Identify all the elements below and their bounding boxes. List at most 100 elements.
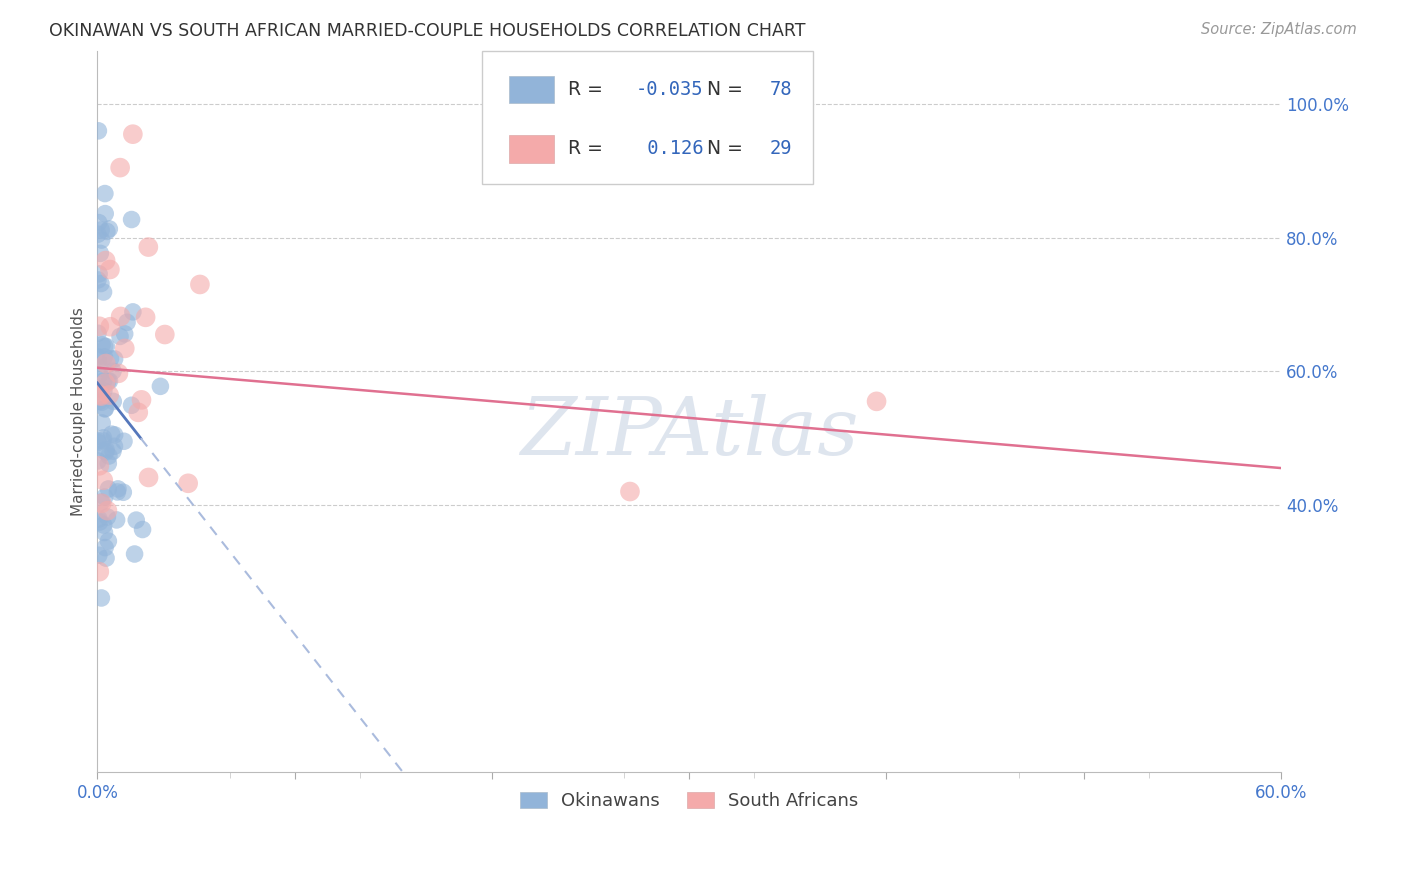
- Point: [89, 394, 111, 409]
- Point: [87, 350, 110, 364]
- Point: [93, 525, 115, 540]
- Point: [98, 319, 121, 334]
- Point: [153, 327, 176, 342]
- Point: [101, 444, 124, 458]
- Text: Source: ZipAtlas.com: Source: ZipAtlas.com: [1201, 22, 1357, 37]
- Point: [112, 485, 135, 500]
- Point: [619, 484, 641, 499]
- Point: [104, 428, 127, 442]
- Point: [87, 227, 110, 242]
- Point: [121, 398, 143, 412]
- Text: R =: R =: [568, 80, 603, 99]
- Text: 78: 78: [769, 80, 792, 99]
- Bar: [509, 76, 554, 103]
- Point: [94, 401, 117, 416]
- Point: [87, 273, 110, 287]
- Text: 0.126: 0.126: [636, 139, 703, 159]
- Point: [94, 186, 117, 201]
- Point: [94, 253, 117, 268]
- Point: [91, 473, 114, 487]
- Point: [90, 233, 112, 247]
- Y-axis label: Married-couple Households: Married-couple Households: [72, 307, 86, 516]
- Point: [87, 326, 110, 341]
- Point: [138, 470, 160, 484]
- Point: [89, 361, 111, 376]
- Point: [131, 523, 153, 537]
- Point: [98, 262, 121, 277]
- Point: [149, 379, 172, 393]
- Point: [105, 513, 128, 527]
- Point: [98, 374, 121, 388]
- Point: [135, 310, 157, 325]
- Point: [90, 496, 112, 510]
- Point: [87, 124, 110, 138]
- Point: [94, 551, 117, 566]
- FancyBboxPatch shape: [482, 51, 814, 184]
- Point: [112, 434, 135, 449]
- Point: [89, 388, 111, 402]
- Point: [93, 339, 115, 353]
- Point: [177, 476, 200, 491]
- Point: [89, 319, 111, 334]
- Point: [127, 405, 149, 419]
- Point: [110, 310, 132, 324]
- Point: [94, 541, 117, 555]
- Point: [89, 368, 111, 383]
- Point: [91, 434, 114, 448]
- Text: 29: 29: [769, 139, 792, 159]
- Point: [100, 427, 122, 442]
- Point: [94, 357, 117, 371]
- Point: [97, 534, 120, 549]
- Point: [93, 401, 115, 416]
- Point: [103, 394, 125, 409]
- Point: [124, 547, 146, 561]
- Point: [87, 548, 110, 562]
- Point: [93, 384, 115, 398]
- Point: [90, 591, 112, 605]
- Text: R =: R =: [568, 139, 603, 159]
- Legend: Okinawans, South Africans: Okinawans, South Africans: [512, 784, 866, 817]
- Text: OKINAWAN VS SOUTH AFRICAN MARRIED-COUPLE HOUSEHOLDS CORRELATION CHART: OKINAWAN VS SOUTH AFRICAN MARRIED-COUPLE…: [49, 22, 806, 40]
- Point: [89, 458, 111, 473]
- Point: [121, 212, 143, 227]
- Point: [91, 416, 114, 430]
- Point: [96, 504, 118, 518]
- Point: [100, 351, 122, 366]
- Point: [103, 439, 125, 453]
- Point: [97, 449, 120, 463]
- Point: [93, 374, 115, 388]
- Point: [90, 495, 112, 509]
- Text: N =: N =: [707, 80, 742, 99]
- Text: ZIPAtlas: ZIPAtlas: [520, 394, 859, 472]
- Point: [87, 512, 110, 526]
- Point: [101, 364, 124, 378]
- Point: [865, 394, 887, 409]
- Point: [87, 354, 110, 368]
- Point: [87, 454, 110, 468]
- Point: [93, 431, 115, 445]
- Point: [96, 339, 118, 353]
- Point: [96, 224, 118, 238]
- Point: [87, 382, 110, 396]
- Point: [87, 435, 110, 450]
- Point: [108, 329, 131, 343]
- Point: [89, 515, 111, 529]
- Text: -0.035: -0.035: [636, 80, 703, 99]
- Point: [87, 434, 110, 448]
- Point: [131, 392, 153, 407]
- Point: [94, 445, 117, 459]
- Point: [90, 223, 112, 237]
- Point: [93, 518, 115, 533]
- Point: [90, 277, 112, 291]
- Point: [97, 374, 120, 388]
- Point: [107, 482, 129, 496]
- Point: [114, 342, 136, 356]
- Text: N =: N =: [707, 139, 742, 159]
- Point: [94, 376, 117, 390]
- Bar: [509, 136, 554, 162]
- Point: [90, 389, 112, 403]
- Point: [93, 350, 115, 364]
- Point: [93, 285, 115, 299]
- Point: [188, 277, 211, 292]
- Point: [91, 338, 114, 352]
